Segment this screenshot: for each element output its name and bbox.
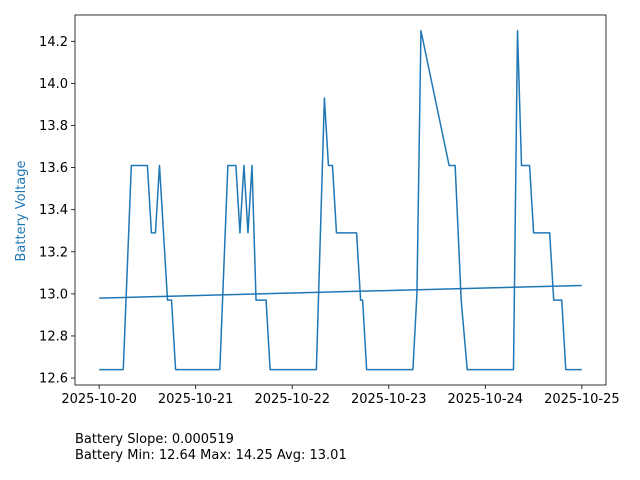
x-tick-label: 2025-10-24 [448,392,524,407]
plot-area [75,15,606,385]
y-tick-label: 14.0 [39,77,68,92]
plot-frame [74,14,607,386]
y-tick-label: 12.6 [39,372,68,387]
x-tick-label: 2025-10-20 [61,392,137,407]
voltage-series-line [99,30,582,371]
y-tick-label: 13.6 [39,161,68,176]
series-layer [99,30,582,371]
y-tick-label: 13.0 [39,287,68,302]
battery-stats-text: Battery Min: 12.64 Max: 14.25 Avg: 13.01 [75,448,347,463]
x-tick-label: 2025-10-23 [351,392,427,407]
y-tick-label: 12.8 [39,329,68,344]
axes-layer: 2025-10-20 2025-10-21 2025-10-22 2025-10-23… [39,14,620,407]
stats-footer: Battery Slope: 0.000519 Battery Min: 12.… [75,432,347,464]
x-tick-label: 2025-10-25 [544,392,620,407]
trend-line [99,284,582,299]
y-tick-label: 13.8 [39,119,68,134]
plot-background [75,15,606,385]
y-tick-label: 13.4 [39,203,68,218]
x-tick-label: 2025-10-21 [158,392,234,407]
y-axis-label: Battery Voltage [14,160,29,261]
battery-slope-text: Battery Slope: 0.000519 [75,432,234,447]
y-tick-label: 14.2 [39,35,68,50]
x-tick-label: 2025-10-22 [254,392,330,407]
y-tick-label: 13.2 [39,245,68,260]
